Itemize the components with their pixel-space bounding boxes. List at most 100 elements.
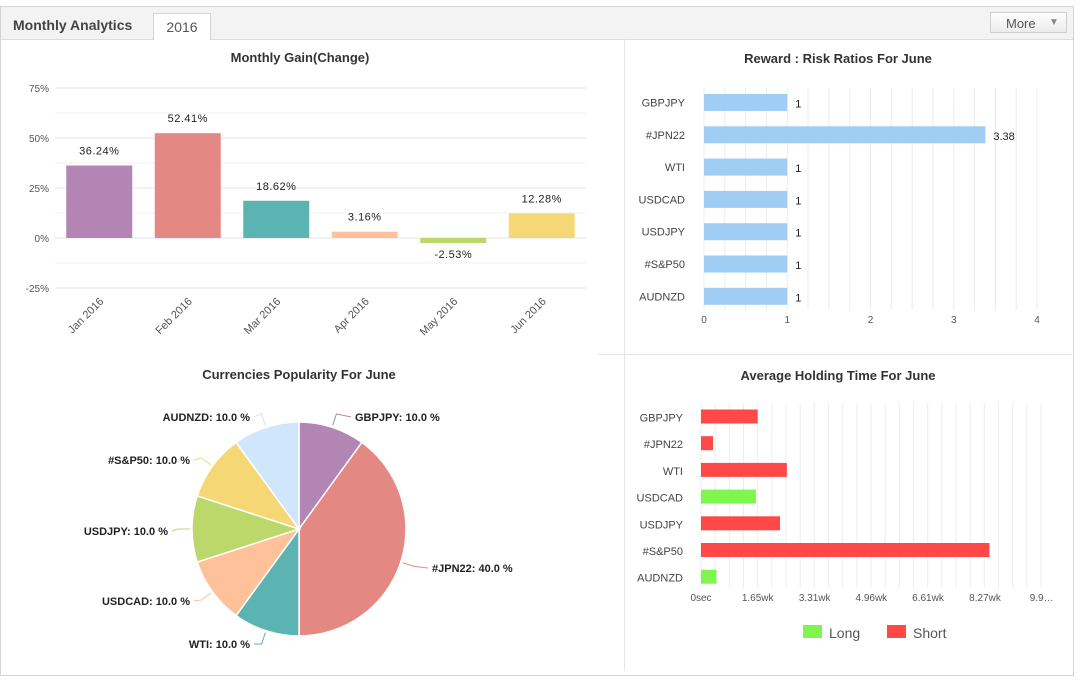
more-button[interactable]: More ▼ (990, 12, 1067, 33)
category-label: #JPN22 (646, 130, 685, 142)
panel-title: Monthly Analytics (13, 17, 133, 33)
category-label: AUDNZD (637, 573, 683, 585)
y-tick-label: 25% (29, 184, 49, 195)
chart-title-reward-risk: Reward : Risk Ratios For June (744, 51, 932, 66)
bar-jpn22 (704, 126, 986, 144)
category-label: USDCAD (639, 194, 686, 206)
bar-mar-2016 (243, 200, 310, 238)
y-tick-label: 0% (35, 234, 50, 245)
x-tick-label: Feb 2016 (154, 296, 195, 337)
data-label: 1 (795, 99, 801, 111)
pie-connector (402, 562, 429, 569)
x-tick-label: 3.31wk (799, 593, 832, 604)
bar-wti (704, 158, 788, 176)
bar-usdcad (701, 489, 756, 504)
x-tick-label: 6.61wk (912, 593, 945, 604)
dropdown-arrow-icon: ▼ (1049, 17, 1059, 28)
bar-gbpjpy (701, 409, 758, 424)
bar-jpn22 (701, 436, 714, 451)
bar-usdjpy (704, 223, 788, 241)
data-label: 1 (795, 260, 801, 272)
analytics-panel: Monthly Analytics 2016 More ▼ (0, 6, 1074, 676)
category-label: #S&P50 (645, 259, 685, 271)
vertical-divider (624, 39, 625, 671)
x-tick-label: 9.9… (1030, 593, 1054, 604)
x-tick-label: Mar 2016 (242, 296, 283, 337)
bar-gbpjpy (704, 94, 788, 111)
category-label: AUDNZD (639, 291, 685, 303)
category-label: #JPN22 (644, 439, 683, 451)
chart-title-holding-time: Average Holding Time For June (740, 368, 935, 383)
bar-wti (701, 462, 787, 477)
pie-slice-audnzd (235, 421, 300, 532)
pie-label: #S&P50: 10.0 % (108, 455, 190, 467)
x-tick-label: 0 (701, 315, 707, 326)
x-tick-label: Apr 2016 (332, 296, 372, 336)
x-tick-label: 1.65wk (742, 593, 775, 604)
category-label: GBPJPY (642, 98, 686, 110)
category-label: GBPJPY (640, 413, 684, 425)
data-label: -2.53% (434, 249, 472, 261)
pie-connector (253, 413, 266, 426)
pie-label: USDJPY: 10.0 % (84, 526, 168, 538)
y-tick-label: 75% (29, 84, 49, 95)
x-tick-label: 1 (784, 315, 790, 326)
pie-slice-jpn22 (298, 441, 407, 637)
y-tick-label: -25% (26, 284, 49, 295)
tab-2016[interactable]: 2016 (153, 13, 211, 40)
category-label: USDJPY (642, 227, 686, 239)
x-tick-label: 4.96wk (855, 593, 888, 604)
legend-label-long: Long (829, 625, 860, 641)
data-label: 1 (795, 228, 801, 240)
legend-swatch-long (803, 625, 822, 638)
bar-feb-2016 (154, 133, 221, 238)
pie-label: WTI: 10.0 % (189, 639, 250, 651)
pie-label: #JPN22: 40.0 % (432, 563, 513, 575)
horizontal-divider (598, 354, 1072, 355)
more-button-label: More (1006, 16, 1036, 31)
bar-audnzd (704, 287, 788, 305)
category-label: USDJPY (640, 519, 684, 531)
legend-swatch-short (887, 625, 906, 638)
bar-audnzd (701, 569, 717, 584)
data-label: 1 (795, 163, 801, 175)
x-tick-label: May 2016 (418, 296, 461, 339)
x-tick-label: 2 (868, 315, 874, 326)
x-tick-label: Jan 2016 (66, 296, 106, 336)
bar-apr-2016 (331, 231, 398, 238)
bar-sp50 (704, 255, 788, 273)
data-label: 1 (795, 195, 801, 207)
category-label: #S&P50 (643, 546, 683, 558)
data-label: 36.24% (79, 146, 119, 158)
bar-usdjpy (701, 516, 780, 531)
bar-may-2016 (420, 238, 487, 244)
pie-label: USDCAD: 10.0 % (102, 596, 190, 608)
pie-label: AUDNZD: 10.0 % (163, 412, 251, 424)
chart-title-currency-popularity: Currencies Popularity For June (202, 367, 396, 382)
pie-label: GBPJPY: 10.0 % (355, 412, 440, 424)
data-label: 3.16% (348, 212, 382, 224)
pie-connector (193, 457, 212, 466)
x-tick-label: 8.27wk (969, 593, 1002, 604)
data-label: 3.38 (993, 131, 1014, 143)
x-tick-label: Jun 2016 (508, 296, 548, 336)
legend-label-short: Short (913, 625, 947, 641)
data-label: 18.62% (256, 181, 296, 193)
pie-connector (253, 632, 266, 645)
x-tick-label: 0sec (690, 593, 711, 604)
chart-title-monthly-gain: Monthly Gain(Change) (231, 50, 370, 65)
x-tick-label: 3 (951, 315, 957, 326)
category-label: WTI (665, 162, 685, 174)
category-label: WTI (663, 466, 683, 478)
x-tick-label: 4 (1034, 315, 1040, 326)
data-label: 12.28% (522, 193, 562, 205)
pie-connector (193, 592, 212, 602)
bar-usdcad (704, 190, 788, 208)
y-tick-label: 50% (29, 134, 49, 145)
bar-sp50 (701, 543, 990, 557)
data-label: 1 (795, 292, 801, 304)
panel-header: Monthly Analytics 2016 More ▼ (1, 7, 1073, 40)
pie-connector (171, 528, 190, 532)
bar-jun-2016 (508, 213, 575, 238)
